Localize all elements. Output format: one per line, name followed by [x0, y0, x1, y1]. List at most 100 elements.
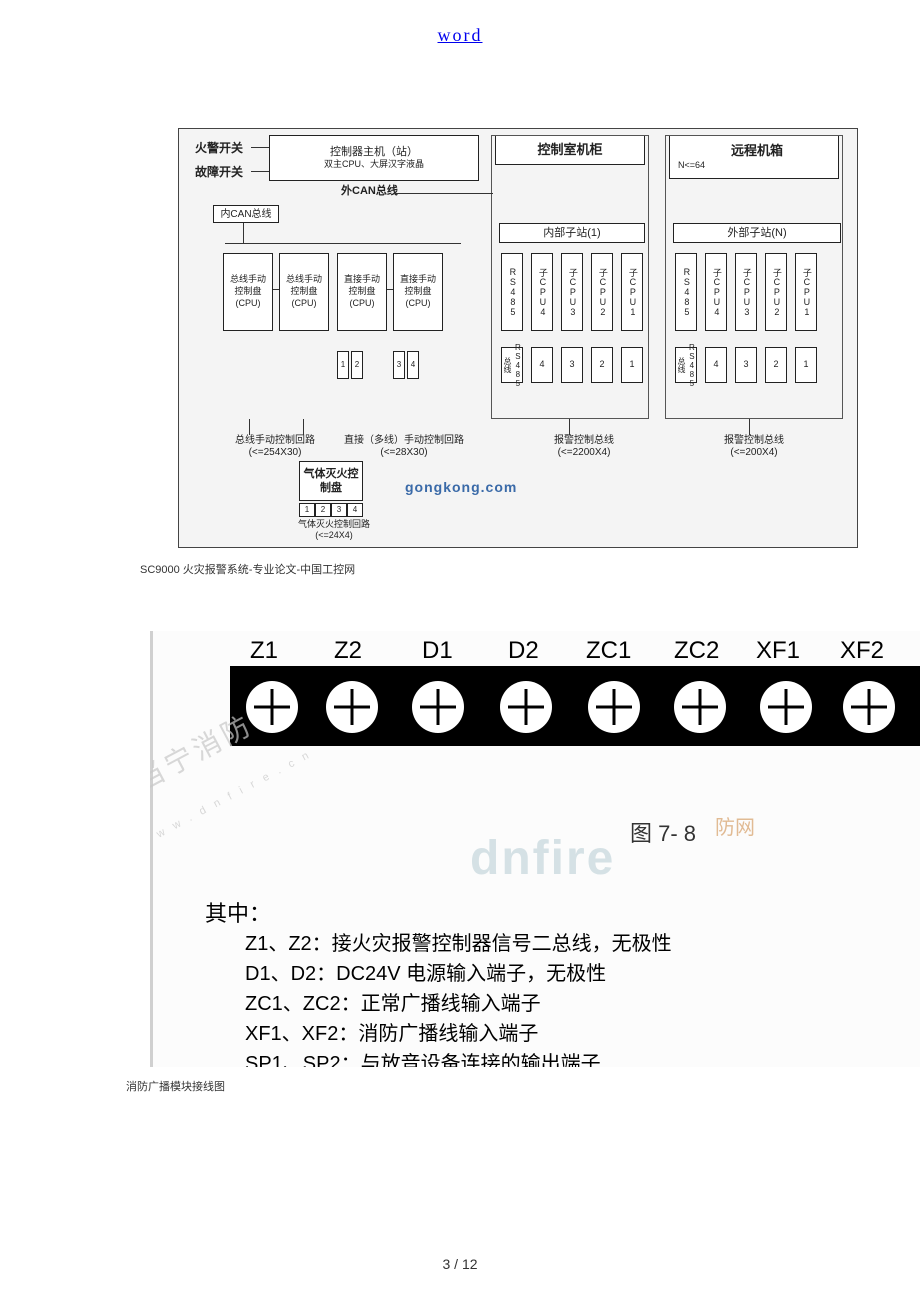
- main-host-box: 控制器主机（站） 双主CPU、大屏汉字液晶: [269, 135, 479, 181]
- terminal-screw-xf2: [843, 681, 895, 733]
- mini-4: 4: [407, 351, 419, 379]
- mini-3: 3: [393, 351, 405, 379]
- terminal-screw-d2: [500, 681, 552, 733]
- gas-mini-1: 1: [299, 503, 315, 517]
- gas-mini-3: 3: [331, 503, 347, 517]
- desc-d: D1、D2：DC24V 电源输入端子，无极性: [245, 959, 672, 989]
- terminal-diagram-figure: 当宁消防 www.dnfire.cn dnfire 图 7- 8 防网 其中： …: [150, 631, 920, 1067]
- vbox-2-label: 子CPU4: [536, 268, 548, 317]
- main-host-title: 控制器主机（站）: [330, 145, 418, 159]
- fault-switch-label: 故障开关: [195, 165, 243, 179]
- cpu-box-4: 直接手动控制盘 (CPU): [393, 253, 443, 331]
- num-box-1: 4: [531, 347, 553, 383]
- header-link[interactable]: word: [438, 25, 483, 46]
- vbox2-1-label: RS485: [680, 267, 692, 317]
- terminal-screw-xf1: [760, 681, 812, 733]
- cpu-box-2: 总线手动控制盘 (CPU): [279, 253, 329, 331]
- mini-2: 2: [351, 351, 363, 379]
- num-box-2: 3: [561, 347, 583, 383]
- desc-zc: ZC1、ZC2：正常广播线输入端子: [245, 989, 672, 1019]
- vbox2-5: 子CPU1: [795, 253, 817, 331]
- gas-mini-4: 4: [347, 503, 363, 517]
- gas-control-box: 气体灭火控制盘: [299, 461, 363, 501]
- vbox2-4: 子CPU2: [765, 253, 787, 331]
- vbox-5-label: 子CPU1: [626, 268, 638, 317]
- cpu-box-1: 总线手动控制盘 (CPU): [223, 253, 273, 331]
- inner-substation-box: 内部子站(1): [499, 223, 645, 243]
- terminal-screw-d1: [412, 681, 464, 733]
- alarm-bus-2-l1: 报警控制总线: [709, 435, 799, 447]
- terminal-description-list: Z1、Z2：接火灾报警控制器信号二总线，无极性 D1、D2：DC24V 电源输入…: [245, 929, 672, 1067]
- alarm-bus-1: 报警控制总线 (<=2200X4): [539, 435, 629, 459]
- page-current: 3: [442, 1256, 450, 1272]
- alarm-bus-1-l1: 报警控制总线: [539, 435, 629, 447]
- figure2-caption: 消防广播模块接线图: [126, 1078, 225, 1094]
- watermark-fangwang: 防网: [715, 811, 755, 840]
- gas-sub-label: 气体灭火控制回路 (<=24X4): [289, 519, 379, 541]
- vbox2-3: 子CPU3: [735, 253, 757, 331]
- direct-manual-loop-label: 直接（多线）手动控制回路 (<=28X30): [331, 435, 477, 459]
- num2-box-4: 1: [795, 347, 817, 383]
- bus-manual-loop-l2: (<=254X30): [223, 447, 327, 459]
- main-host-sub: 双主CPU、大屏汉字液晶: [324, 159, 424, 171]
- bus-manual-loop-label: 总线手动控制回路 (<=254X30): [223, 435, 327, 459]
- terminal-screw-zc1: [588, 681, 640, 733]
- fire-switch-label: 火警开关: [195, 141, 243, 155]
- num2-box-3: 2: [765, 347, 787, 383]
- bus-manual-loop-l1: 总线手动控制回路: [223, 435, 327, 447]
- page-total: 12: [462, 1256, 478, 1272]
- outer-substation-box: 外部子站(N): [673, 223, 841, 243]
- vbox2-3-label: 子CPU3: [740, 268, 752, 317]
- figure1-caption: SC9000 火灾报警系统-专业论文-中国工控网: [140, 561, 355, 577]
- vbox2-5-label: 子CPU1: [800, 268, 812, 317]
- vbox-4-label: 子CPU2: [596, 268, 608, 317]
- terminal-label-d2: D2: [508, 637, 539, 665]
- vbox2-4-label: 子CPU2: [770, 268, 782, 317]
- vbox-2: 子CPU4: [531, 253, 553, 331]
- page-number: 3 / 12: [442, 1256, 477, 1272]
- alarm-bus-2: 报警控制总线 (<=200X4): [709, 435, 799, 459]
- rs485-bus-label-1: RS485总线: [502, 343, 523, 388]
- gas-mini-2: 2: [315, 503, 331, 517]
- system-diagram-figure: 火警开关 故障开关 控制器主机（站） 双主CPU、大屏汉字液晶 控制室机柜 远程…: [178, 128, 858, 548]
- terminal-label-xf2: XF2: [840, 637, 884, 665]
- rs485-bus-box-2: RS485总线: [675, 347, 697, 383]
- terminal-label-z1: Z1: [250, 637, 278, 665]
- gas-sub-l2: (<=24X4): [289, 530, 379, 541]
- terminal-label-zc2: ZC2: [674, 637, 719, 665]
- vbox-3-label: 子CPU3: [566, 268, 578, 317]
- rs485-bus-box-1: RS485总线: [501, 347, 523, 383]
- figure-number: 图 7- 8: [630, 816, 696, 848]
- num2-box-2: 3: [735, 347, 757, 383]
- terminal-screw-zc2: [674, 681, 726, 733]
- watermark-dnfire: dnfire: [470, 831, 615, 886]
- direct-manual-loop-l2: (<=28X30): [331, 447, 477, 459]
- mini-1: 1: [337, 351, 349, 379]
- alarm-bus-1-l2: (<=2200X4): [539, 447, 629, 459]
- desc-xf: XF1、XF2：消防广播线输入端子: [245, 1019, 672, 1049]
- figure2-left-edge: [150, 631, 153, 1067]
- terminal-label-xf1: XF1: [756, 637, 800, 665]
- inner-can-bus-box: 内CAN总线: [213, 205, 279, 223]
- vbox-3: 子CPU3: [561, 253, 583, 331]
- terminal-label-zc1: ZC1: [586, 637, 631, 665]
- desc-z: Z1、Z2：接火灾报警控制器信号二总线，无极性: [245, 929, 672, 959]
- page-sep: /: [450, 1256, 462, 1272]
- vbox2-2: 子CPU4: [705, 253, 727, 331]
- vbox-1-label: RS485: [506, 267, 518, 317]
- vbox-1: RS485: [501, 253, 523, 331]
- vbox2-2-label: 子CPU4: [710, 268, 722, 317]
- terminal-label-d1: D1: [422, 637, 453, 665]
- alarm-bus-2-l2: (<=200X4): [709, 447, 799, 459]
- gas-sub-l1: 气体灭火控制回路: [289, 519, 379, 530]
- gongkong-watermark: gongkong.com: [405, 479, 517, 495]
- cpu-box-3: 直接手动控制盘 (CPU): [337, 253, 387, 331]
- vbox-4: 子CPU2: [591, 253, 613, 331]
- num-box-4: 1: [621, 347, 643, 383]
- vbox2-1: RS485: [675, 253, 697, 331]
- direct-manual-loop-l1: 直接（多线）手动控制回路: [331, 435, 477, 447]
- num2-box-1: 4: [705, 347, 727, 383]
- rs485-bus-label-2: RS485总线: [676, 343, 697, 388]
- terminal-screw-z1: [246, 681, 298, 733]
- vbox-5: 子CPU1: [621, 253, 643, 331]
